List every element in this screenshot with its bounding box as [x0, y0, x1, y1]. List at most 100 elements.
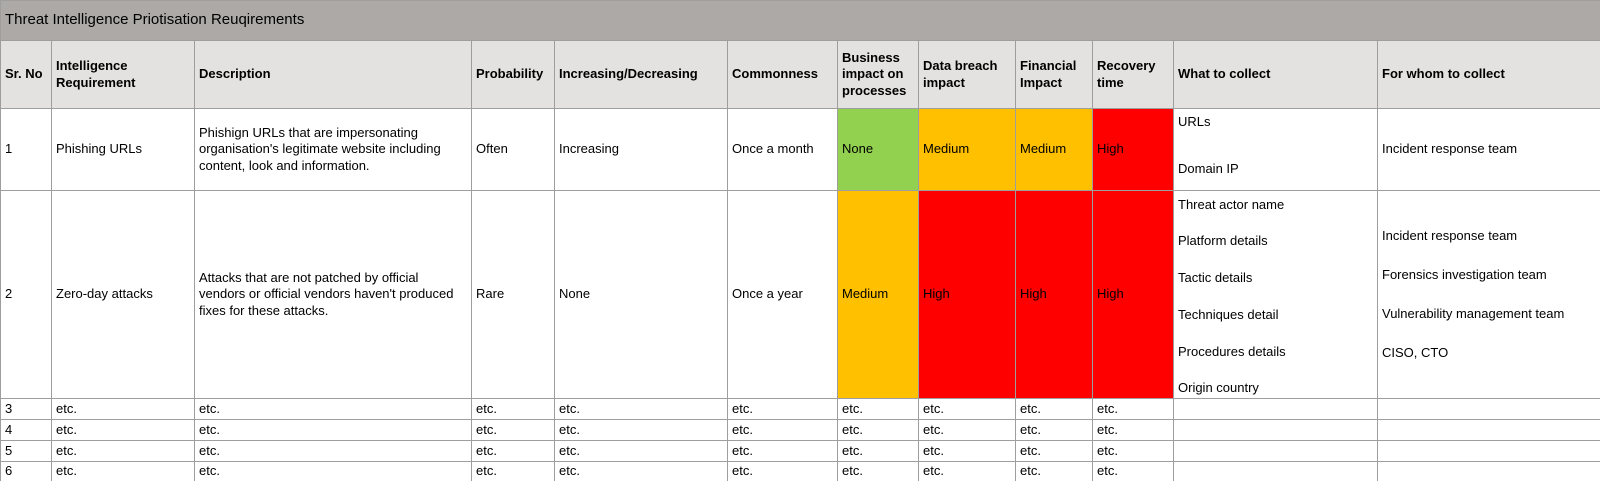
cell-requirement[interactable]: Phishing URLs [51, 108, 195, 191]
column-header-requirement[interactable]: Intelligence Requirement [51, 40, 195, 109]
cell-probability[interactable]: Often [471, 108, 555, 191]
cell-recovery-time[interactable]: etc. [1092, 461, 1174, 481]
cell-trend[interactable]: None [554, 190, 728, 399]
cell-description[interactable]: Attacks that are not patched by official… [194, 190, 472, 399]
cell-financial-impact[interactable]: etc. [1015, 461, 1093, 481]
cell-requirement[interactable]: etc. [51, 398, 195, 420]
column-header-commonness[interactable]: Commonness [727, 40, 838, 109]
cell-financial-impact[interactable]: Medium [1015, 108, 1093, 191]
cell-description[interactable]: etc. [194, 461, 472, 481]
cell-probability[interactable]: etc. [471, 440, 555, 462]
cell-business-impact[interactable]: etc. [837, 398, 919, 420]
cell-data-breach-impact[interactable]: Medium [918, 108, 1016, 191]
cell-financial-impact[interactable]: etc. [1015, 398, 1093, 420]
cell-financial-impact[interactable]: High [1015, 190, 1093, 399]
cell-sr-no[interactable]: 3 [0, 398, 52, 420]
cell-financial-impact[interactable]: etc. [1015, 440, 1093, 462]
cell-what-to-collect[interactable]: Threat actor name Platform details Tacti… [1173, 190, 1378, 399]
cell-requirement[interactable]: etc. [51, 419, 195, 441]
collect-item: Platform details [1178, 233, 1268, 249]
cell-business-impact[interactable]: etc. [837, 461, 919, 481]
cell-business-impact[interactable]: Medium [837, 190, 919, 399]
cell-description[interactable]: etc. [194, 440, 472, 462]
cell-commonness[interactable]: etc. [727, 440, 838, 462]
collect-item: Tactic details [1178, 270, 1253, 285]
column-header-data-breach-impact[interactable]: Data breach impact [918, 40, 1016, 109]
cell-business-impact[interactable]: etc. [837, 419, 919, 441]
cell-data-breach-impact[interactable]: etc. [918, 398, 1016, 420]
column-header-for-whom[interactable]: For whom to collect [1376, 40, 1600, 109]
table-row: 6 etc. etc. etc. etc. etc. etc. etc. etc… [0, 461, 1600, 481]
collect-item: Origin country [1178, 380, 1259, 396]
cell-commonness[interactable]: etc. [727, 398, 838, 420]
cell-description[interactable]: Phishign URLs that are impersonating org… [194, 108, 472, 191]
cell-trend[interactable]: Increasing [554, 108, 728, 191]
cell-for-whom[interactable] [1376, 440, 1600, 462]
cell-recovery-time[interactable]: etc. [1092, 398, 1174, 420]
column-header-description[interactable]: Description [194, 40, 472, 109]
cell-trend[interactable]: etc. [554, 440, 728, 462]
cell-recovery-time[interactable]: High [1092, 190, 1174, 399]
cell-trend[interactable]: etc. [554, 398, 728, 420]
cell-trend[interactable]: etc. [554, 419, 728, 441]
cell-data-breach-impact[interactable]: High [918, 190, 1016, 399]
cell-sr-no[interactable]: 1 [0, 108, 52, 191]
cell-commonness[interactable]: etc. [727, 419, 838, 441]
cell-trend[interactable]: etc. [554, 461, 728, 481]
cell-what-to-collect[interactable]: URLs Domain IP [1173, 108, 1378, 191]
cell-sr-no[interactable]: 2 [0, 190, 52, 399]
cell-what-to-collect[interactable] [1173, 398, 1378, 420]
collect-item: Procedures details [1178, 343, 1286, 359]
cell-description[interactable]: etc. [194, 398, 472, 420]
cell-for-whom[interactable]: Incident response team Forensics investi… [1376, 190, 1600, 399]
cell-for-whom[interactable] [1376, 419, 1600, 441]
cell-business-impact[interactable]: None [837, 108, 919, 191]
collect-list: URLs Domain IP [1178, 110, 1373, 190]
for-whom-item: Forensics investigation team [1382, 266, 1547, 282]
column-header-sr-no[interactable]: Sr. No [0, 40, 52, 109]
cell-recovery-time[interactable]: etc. [1092, 419, 1174, 441]
cell-probability[interactable]: Rare [471, 190, 555, 399]
cell-data-breach-impact[interactable]: etc. [918, 440, 1016, 462]
cell-sr-no[interactable]: 4 [0, 419, 52, 441]
cell-description[interactable]: etc. [194, 419, 472, 441]
for-whom-list: Incident response team Forensics investi… [1382, 192, 1596, 398]
column-header-financial-impact[interactable]: Financial Impact [1015, 40, 1093, 109]
cell-commonness[interactable]: etc. [727, 461, 838, 481]
cell-recovery-time[interactable]: etc. [1092, 440, 1174, 462]
cell-financial-impact[interactable]: etc. [1015, 419, 1093, 441]
cell-what-to-collect[interactable] [1173, 419, 1378, 441]
cell-recovery-time[interactable]: High [1092, 108, 1174, 191]
cell-commonness[interactable]: Once a month [727, 108, 838, 191]
cell-data-breach-impact[interactable]: etc. [918, 461, 1016, 481]
cell-probability[interactable]: etc. [471, 419, 555, 441]
cell-sr-no[interactable]: 6 [0, 461, 52, 481]
cell-requirement[interactable]: etc. [51, 440, 195, 462]
cell-business-impact[interactable]: etc. [837, 440, 919, 462]
column-header-business-impact[interactable]: Business impact on processes [837, 40, 919, 109]
column-header-what-to-collect[interactable]: What to collect [1173, 40, 1378, 109]
cell-for-whom[interactable]: Incident response team [1376, 108, 1600, 191]
column-header-trend[interactable]: Increasing/Decreasing [554, 40, 728, 109]
collect-list: Threat actor name Platform details Tacti… [1178, 192, 1373, 398]
cell-for-whom[interactable] [1376, 398, 1600, 420]
cell-for-whom[interactable] [1376, 461, 1600, 481]
cell-what-to-collect[interactable] [1173, 440, 1378, 462]
column-header-probability[interactable]: Probability [471, 40, 555, 109]
cell-data-breach-impact[interactable]: etc. [918, 419, 1016, 441]
for-whom-item: Incident response team [1382, 227, 1518, 243]
cell-sr-no[interactable]: 5 [0, 440, 52, 462]
sheet-title[interactable]: Threat Intelligence Priotisation Reuqire… [0, 0, 1600, 41]
for-whom-item: Vulnerability management team [1382, 306, 1565, 321]
collect-item: Domain IP [1178, 161, 1239, 177]
cell-probability[interactable]: etc. [471, 398, 555, 420]
cell-commonness[interactable]: Once a year [727, 190, 838, 399]
for-whom-item: CISO, CTO [1382, 345, 1449, 361]
cell-probability[interactable]: etc. [471, 461, 555, 481]
table-row: 2 Zero-day attacks Attacks that are not … [0, 190, 1600, 399]
cell-requirement[interactable]: etc. [51, 461, 195, 481]
cell-requirement[interactable]: Zero-day attacks [51, 190, 195, 399]
column-header-recovery-time[interactable]: Recovery time [1092, 40, 1174, 109]
cell-what-to-collect[interactable] [1173, 461, 1378, 481]
